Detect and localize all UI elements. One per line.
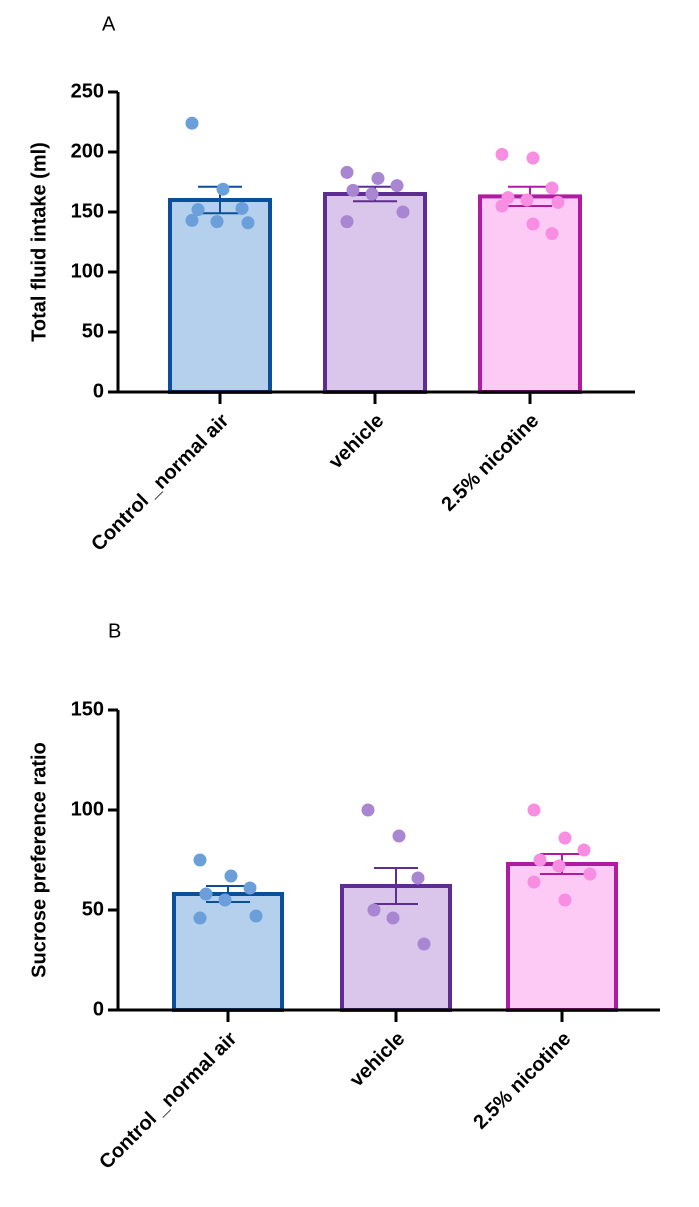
data-point: [249, 909, 263, 923]
data-point: [386, 911, 400, 925]
data-point: [392, 829, 406, 843]
y-tick-label: 100: [71, 798, 104, 820]
data-point: [365, 187, 379, 201]
data-point: [527, 875, 541, 889]
data-point: [199, 887, 213, 901]
data-point: [545, 181, 559, 195]
y-tick-label: 150: [71, 698, 104, 720]
y-tick-label: 50: [82, 320, 104, 342]
y-tick-label: 250: [71, 80, 104, 102]
data-point: [545, 227, 559, 241]
data-point: [340, 165, 354, 179]
y-tick-label: 50: [82, 898, 104, 920]
data-point: [396, 205, 410, 219]
data-point: [526, 151, 540, 165]
data-point: [527, 803, 541, 817]
y-tick-label: 0: [93, 998, 104, 1020]
data-point: [185, 213, 199, 227]
x-tick-label: 2.5% nicotine: [437, 410, 543, 516]
data-point: [216, 182, 230, 196]
data-point: [558, 893, 572, 907]
data-point: [551, 195, 565, 209]
data-point: [243, 881, 257, 895]
data-point: [185, 116, 199, 130]
data-point: [361, 803, 375, 817]
bar: [340, 884, 452, 1012]
panel-label: A: [102, 13, 116, 35]
data-point: [520, 193, 534, 207]
y-axis-label: Total fluid intake (ml): [28, 142, 50, 342]
data-point: [235, 201, 249, 215]
bar: [168, 198, 272, 394]
data-point: [390, 179, 404, 193]
x-tick-label: 2.5% nicotine: [469, 1028, 575, 1134]
data-point: [241, 216, 255, 230]
data-point: [191, 203, 205, 217]
x-tick-label: vehicle: [325, 410, 389, 474]
data-point: [526, 217, 540, 231]
panel-label: B: [108, 620, 121, 642]
data-point: [210, 215, 224, 229]
data-point: [411, 871, 425, 885]
data-point: [577, 843, 591, 857]
bar: [506, 862, 618, 1012]
y-tick-label: 0: [93, 380, 104, 402]
x-tick-label: Control _normal air: [95, 1028, 241, 1174]
data-point: [583, 867, 597, 881]
data-point: [367, 903, 381, 917]
x-tick-label: vehicle: [346, 1028, 410, 1092]
data-point: [218, 893, 232, 907]
x-tick-label: Control _normal air: [87, 410, 233, 556]
data-point: [417, 937, 431, 951]
y-tick-label: 100: [71, 260, 104, 282]
data-point: [224, 869, 238, 883]
data-point: [193, 911, 207, 925]
data-point: [533, 853, 547, 867]
data-point: [495, 147, 509, 161]
data-point: [340, 215, 354, 229]
y-tick-label: 200: [71, 140, 104, 162]
data-point: [495, 199, 509, 213]
data-point: [552, 859, 566, 873]
bar: [172, 892, 284, 1012]
data-point: [346, 183, 360, 197]
y-tick-label: 150: [71, 200, 104, 222]
y-axis-label: Sucrose preference ratio: [28, 742, 50, 978]
data-point: [558, 831, 572, 845]
data-point: [371, 171, 385, 185]
bar: [323, 192, 427, 394]
data-point: [193, 853, 207, 867]
